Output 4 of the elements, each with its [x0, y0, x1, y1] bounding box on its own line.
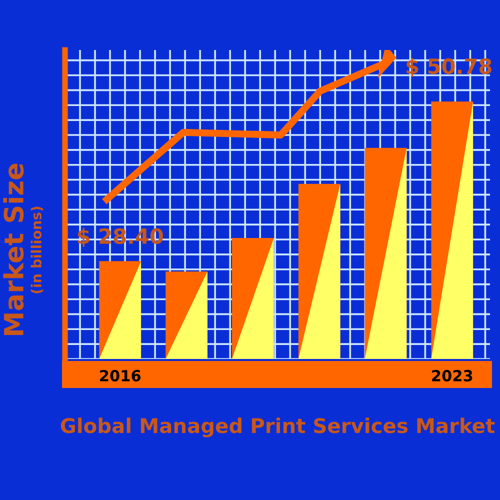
x-tick-label: 2023: [432, 370, 472, 382]
y-axis-title: Market Size (in billions): [3, 164, 44, 336]
text: Global Managed Print Services Market: [60, 418, 495, 438]
x-tick-label: 2016: [100, 370, 141, 382]
